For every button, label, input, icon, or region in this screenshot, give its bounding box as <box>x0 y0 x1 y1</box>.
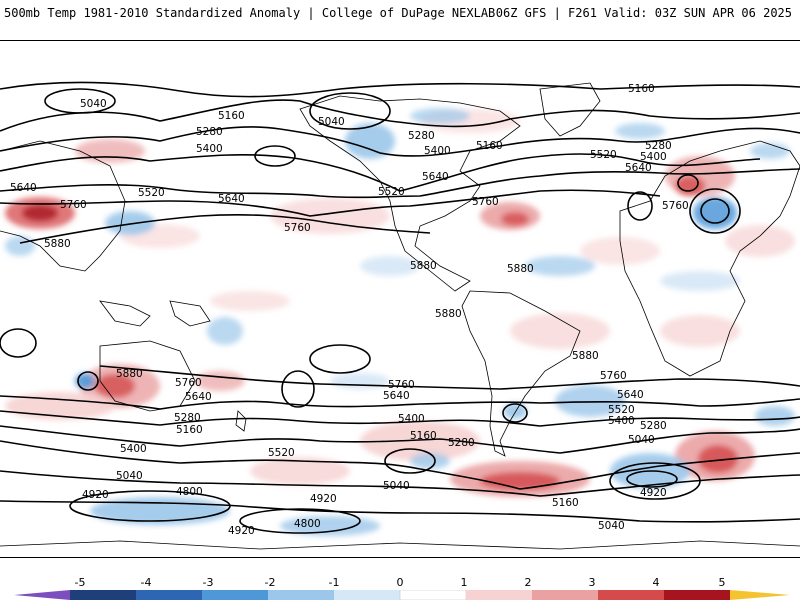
colorbar-tick: -2 <box>264 576 276 589</box>
contour-label: 5640 <box>617 389 644 401</box>
contour-label: 5760 <box>600 370 627 382</box>
colorbar-max-arrow <box>730 590 790 600</box>
contour-label: 5280 <box>640 420 667 432</box>
contour-label: 5640 <box>218 193 245 205</box>
contour-label: 5760 <box>175 377 202 389</box>
anomaly-map: 5040 5040 5160 5160 5160 5280 5280 5280 … <box>0 40 800 558</box>
contour-label: 5520 <box>590 149 617 161</box>
contour-label: 5040 <box>628 434 655 446</box>
contour-label: 5880 <box>435 308 462 320</box>
contour-label: 5520 <box>268 447 295 459</box>
contour-label: 4920 <box>228 525 255 537</box>
model-run-info: 06Z GFS | F261 Valid: 03Z SUN APR 06 202… <box>495 6 792 20</box>
contour-label: 5040 <box>598 520 625 532</box>
contour-label: 5880 <box>572 350 599 362</box>
colorbar-segment <box>399 590 467 600</box>
contour-label: 5040 <box>80 98 107 110</box>
contour-label: 4920 <box>310 493 337 505</box>
colorbar-tick: 2 <box>524 576 532 589</box>
colorbar-segment <box>532 590 598 600</box>
contour-label: 5760 <box>60 199 87 211</box>
colorbar-tick: -3 <box>202 576 214 589</box>
anomaly-colorbar <box>14 590 790 600</box>
contour-label: 4800 <box>294 518 321 530</box>
contour-label: 5280 <box>645 140 672 152</box>
contour-label: 5520 <box>138 187 165 199</box>
contour-label: 5280 <box>174 412 201 424</box>
colorbar-tick: 5 <box>718 576 726 589</box>
colorbar-segment <box>136 590 202 600</box>
contour-label: 5760 <box>472 196 499 208</box>
contour-label: 5400 <box>120 443 147 455</box>
colorbar-tick: -5 <box>74 576 86 589</box>
contour-label: 5880 <box>44 238 71 250</box>
contour-label: 5400 <box>196 143 223 155</box>
contour-label: 4920 <box>82 489 109 501</box>
colorbar-tick: -1 <box>328 576 340 589</box>
contour-label: 5520 <box>378 186 405 198</box>
contour-label: 5760 <box>662 200 689 212</box>
colorbar-tick: -4 <box>140 576 152 589</box>
colorbar-segment <box>268 590 334 600</box>
contour-labels: 5040 5040 5160 5160 5160 5280 5280 5280 … <box>10 83 689 537</box>
contour-label: 5400 <box>640 151 667 163</box>
contour-label: 5040 <box>116 470 143 482</box>
contour-label: 5280 <box>408 130 435 142</box>
contour-label: 5640 <box>422 171 449 183</box>
height-contours <box>0 81 800 534</box>
coastlines <box>0 82 800 550</box>
contour-label: 5040 <box>383 480 410 492</box>
contour-label: 4800 <box>176 486 203 498</box>
colorbar-segment <box>202 590 268 600</box>
contour-label: 5400 <box>608 415 635 427</box>
colorbar-segment <box>70 590 136 600</box>
colorbar-tick: 4 <box>652 576 660 589</box>
contour-label: 5040 <box>318 116 345 128</box>
colorbar-tick: 0 <box>396 576 404 589</box>
contour-label: 5160 <box>552 497 579 509</box>
colorbar-segment <box>664 590 730 600</box>
colorbar-segment <box>466 590 532 600</box>
contour-label: 5160 <box>218 110 245 122</box>
contour-label: 4920 <box>640 487 667 499</box>
contour-label: 5640 <box>10 182 37 194</box>
contour-label: 5880 <box>116 368 143 380</box>
contour-label: 5160 <box>628 83 655 95</box>
map-title: 500mb Temp 1981-2010 Standardized Anomal… <box>4 6 496 20</box>
colorbar-min-arrow <box>14 590 70 600</box>
contour-label: 5640 <box>185 391 212 403</box>
contour-label: 5400 <box>424 145 451 157</box>
contour-label: 5160 <box>176 424 203 436</box>
contour-label: 5160 <box>410 430 437 442</box>
contour-label: 5880 <box>507 263 534 275</box>
contour-label: 5640 <box>383 390 410 402</box>
contour-label: 5880 <box>410 260 437 272</box>
contour-label: 5280 <box>196 126 223 138</box>
contour-label: 5160 <box>476 140 503 152</box>
colorbar-segment <box>598 590 664 600</box>
colorbar-tick: 3 <box>588 576 596 589</box>
contour-label: 5400 <box>398 413 425 425</box>
contour-label: 5760 <box>284 222 311 234</box>
contour-label: 5280 <box>448 437 475 449</box>
contour-label: 5760 <box>388 379 415 391</box>
contour-label: 5640 <box>625 162 652 174</box>
contour-label: 5520 <box>608 404 635 416</box>
colorbar-segment <box>334 590 400 600</box>
colorbar-tick: 1 <box>460 576 468 589</box>
